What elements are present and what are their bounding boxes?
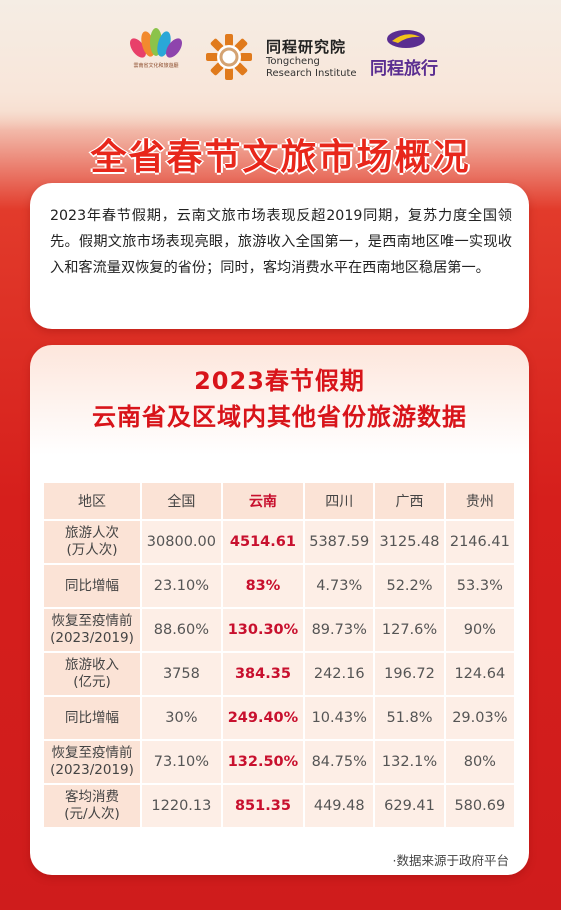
- table-cell-yunnan: 249.40%: [222, 697, 304, 739]
- row-label: 旅游收入 (亿元): [44, 653, 140, 695]
- header-cell-yunnan: 云南: [222, 483, 304, 519]
- row-label: 恢复至疫情前 (2023/2019): [44, 609, 140, 651]
- table-cell: 132.1%: [375, 741, 444, 783]
- logo-bar: 雲南省文化和旅遊廳 同程研究院 Tongcheng Research Insti…: [0, 22, 561, 92]
- row-label-main: 同比增幅: [65, 709, 119, 726]
- table-cell: 127.6%: [375, 609, 444, 651]
- table-cell: 73.10%: [142, 741, 221, 783]
- row-label-main: 恢复至疫情前: [51, 745, 133, 761]
- table-cell: 3125.48: [375, 521, 444, 563]
- data-source-footnote: ·数据来源于政府平台: [392, 853, 509, 868]
- table-cell: 23.10%: [142, 565, 221, 607]
- intro-paragraph: 2023年春节假期，云南文旅市场表现反超2019同期，复苏力度全国领先。假期文旅…: [50, 208, 512, 276]
- logo2-english-line1: Tongcheng: [266, 56, 320, 67]
- table-cell: 89.73%: [305, 609, 374, 651]
- table-cell-yunnan: 132.50%: [222, 741, 304, 783]
- header-cell-guangxi: 广西: [375, 483, 444, 519]
- flower-logo-icon: [130, 28, 182, 58]
- row-label-main: 旅游收入: [65, 657, 119, 673]
- tongcheng-research-logo: 同程研究院 Tongcheng Research Institute: [206, 30, 366, 86]
- gear-ring-icon: [206, 34, 252, 80]
- table-cell: 90%: [445, 609, 514, 651]
- logo2-english-line2: Research Institute: [266, 68, 357, 79]
- header-background: [0, 0, 561, 130]
- table-cell: 124.64: [445, 653, 514, 695]
- table-cell: 30800.00: [142, 521, 221, 563]
- table-cell: 30%: [142, 697, 221, 739]
- header-cell-guizhou: 贵州: [445, 483, 514, 519]
- row-label: 同比增幅: [44, 565, 140, 607]
- table-cell: 580.69: [445, 785, 514, 827]
- row-label-main: 恢复至疫情前: [51, 613, 133, 629]
- table-row: 同比增幅 30% 249.40% 10.43% 51.8% 29.03%: [44, 697, 514, 739]
- table-cell: 51.8%: [375, 697, 444, 739]
- table-header-row: 地区 全国 云南 四川 广西 贵州: [44, 483, 514, 519]
- table-row: 旅游人次 (万人次) 30800.00 4514.61 5387.59 3125.…: [44, 521, 514, 563]
- table-cell-yunnan: 851.35: [222, 785, 304, 827]
- table-cell: 29.03%: [445, 697, 514, 739]
- header-cell-national: 全国: [142, 483, 221, 519]
- row-label-unit: (元/人次): [64, 806, 120, 822]
- travel-wing-icon: [387, 30, 425, 48]
- table-row: 旅游收入 (亿元) 3758 384.35 242.16 196.72 124.6…: [44, 653, 514, 695]
- table-row: 同比增幅 23.10% 83% 4.73% 52.2% 53.3%: [44, 565, 514, 607]
- table-row: 客均消费 (元/人次) 1220.13 851.35 449.48 629.41 …: [44, 785, 514, 827]
- table-cell: 80%: [445, 741, 514, 783]
- table-cell: 3758: [142, 653, 221, 695]
- table-cell: 5387.59: [305, 521, 374, 563]
- row-label: 旅游人次 (万人次): [44, 521, 140, 563]
- tongcheng-travel-logo: 同程旅行: [370, 28, 460, 84]
- row-label-main: 旅游人次: [65, 525, 119, 541]
- header-cell-sichuan: 四川: [305, 483, 374, 519]
- row-label: 恢复至疫情前 (2023/2019): [44, 741, 140, 783]
- table-cell-yunnan: 83%: [222, 565, 304, 607]
- logo3-name: 同程旅行: [370, 59, 438, 79]
- table-row: 恢复至疫情前 (2023/2019) 73.10% 132.50% 84.75% …: [44, 741, 514, 783]
- header-cell-region: 地区: [44, 483, 140, 519]
- table-cell: 10.43%: [305, 697, 374, 739]
- page-title: 全省春节文旅市场概况: [90, 137, 471, 178]
- logo2-chinese-name: 同程研究院: [266, 38, 347, 56]
- table-cell: 449.48: [305, 785, 374, 827]
- table-cell: 196.72: [375, 653, 444, 695]
- row-label: 同比增幅: [44, 697, 140, 739]
- table-cell: 2146.41: [445, 521, 514, 563]
- table-row: 恢复至疫情前 (2023/2019) 88.60% 130.30% 89.73% …: [44, 609, 514, 651]
- table-cell-yunnan: 384.35: [222, 653, 304, 695]
- table-cell-yunnan: 4514.61: [222, 521, 304, 563]
- table-cell: 4.73%: [305, 565, 374, 607]
- row-label-unit: (2023/2019): [50, 762, 134, 778]
- logo1-caption: 雲南省文化和旅遊廳: [133, 63, 179, 69]
- row-label-unit: (2023/2019): [50, 630, 134, 646]
- table-cell-yunnan: 130.30%: [222, 609, 304, 651]
- table-cell: 1220.13: [142, 785, 221, 827]
- table-cell: 629.41: [375, 785, 444, 827]
- row-label-main: 客均消费: [65, 789, 119, 805]
- logo2-english-name: Tongcheng Research Institute: [266, 56, 357, 80]
- table-cell: 53.3%: [445, 565, 514, 607]
- table-cell: 52.2%: [375, 565, 444, 607]
- row-label-unit: (万人次): [66, 542, 118, 558]
- data-table-card: 2023春节假期 云南省及区域内其他省份旅游数据 地区 全国 云南 四川 广西 …: [30, 345, 529, 875]
- row-label: 客均消费 (元/人次): [44, 785, 140, 827]
- intro-card: 2023年春节假期，云南文旅市场表现反超2019同期，复苏力度全国领先。假期文旅…: [30, 183, 529, 329]
- row-label-unit: (亿元): [73, 674, 111, 690]
- table-title-line2: 云南省及区域内其他省份旅游数据: [92, 403, 467, 431]
- yunnan-culture-tourism-logo: 雲南省文化和旅遊廳: [122, 28, 190, 76]
- table-cell: 242.16: [305, 653, 374, 695]
- table-cell: 84.75%: [305, 741, 374, 783]
- table-cell: 88.60%: [142, 609, 221, 651]
- tourism-data-table: 地区 全国 云南 四川 广西 贵州 旅游人次 (万人次) 30800.00 451…: [42, 481, 516, 829]
- row-label-main: 同比增幅: [65, 577, 119, 594]
- table-title-line1: 2023春节假期: [194, 367, 365, 395]
